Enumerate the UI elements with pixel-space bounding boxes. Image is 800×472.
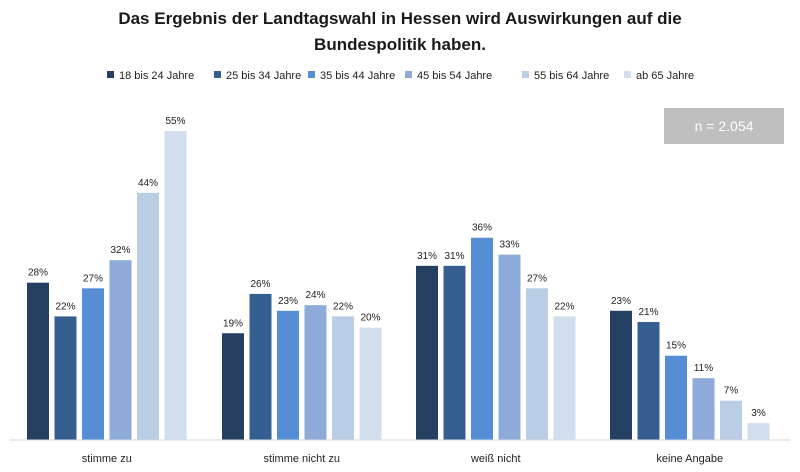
data-label: 3% bbox=[751, 408, 766, 419]
data-label: 19% bbox=[223, 318, 243, 329]
category-label: keine Angabe bbox=[656, 453, 723, 465]
data-label: 11% bbox=[694, 363, 713, 374]
bar bbox=[82, 288, 104, 440]
legend-label: 55 bis 64 Jahre bbox=[534, 70, 609, 82]
data-label: 7% bbox=[724, 386, 739, 397]
legend-label: 18 bis 24 Jahre bbox=[119, 70, 194, 82]
sample-size-box: n = 2.054 bbox=[664, 108, 784, 144]
legend-swatch bbox=[624, 71, 631, 78]
legend-swatch bbox=[405, 71, 412, 78]
bar bbox=[526, 288, 548, 440]
chart-title-line-2: Bundespolitik haben. bbox=[314, 35, 486, 54]
legend-label: 35 bis 44 Jahre bbox=[320, 70, 395, 82]
sample-size-label: n = 2.054 bbox=[695, 118, 754, 134]
bar bbox=[471, 237, 493, 440]
data-label: 22% bbox=[333, 301, 353, 312]
data-label: 36% bbox=[472, 223, 492, 234]
bar bbox=[610, 310, 632, 440]
data-label: 22% bbox=[554, 301, 574, 312]
category-label: weiß nicht bbox=[470, 453, 521, 465]
data-label: 27% bbox=[83, 273, 103, 284]
data-label: 22% bbox=[55, 301, 75, 312]
data-label: 33% bbox=[499, 240, 519, 251]
chart-legend: 18 bis 24 Jahre 25 bis 34 Jahre 35 bis 44 … bbox=[107, 70, 694, 82]
bar bbox=[553, 316, 576, 440]
data-label: 20% bbox=[360, 313, 380, 324]
bar bbox=[54, 316, 77, 440]
chart-title-line-1: Das Ergebnis der Landtagswahl in Hessen … bbox=[118, 9, 681, 28]
data-label: 26% bbox=[250, 279, 270, 290]
category-label: stimme nicht zu bbox=[264, 453, 340, 465]
bar bbox=[249, 293, 272, 440]
bar bbox=[164, 131, 187, 440]
data-label: 32% bbox=[110, 245, 130, 256]
bar bbox=[720, 400, 742, 440]
data-label: 55% bbox=[165, 116, 185, 127]
category-label: stimme zu bbox=[82, 453, 132, 465]
legend-label: 25 bis 34 Jahre bbox=[226, 70, 301, 82]
bar bbox=[109, 260, 132, 440]
data-label: 27% bbox=[527, 273, 547, 284]
bars-group bbox=[27, 131, 770, 440]
legend-swatch bbox=[308, 71, 315, 78]
bar bbox=[498, 254, 521, 440]
data-labels-group: 28% 22% 27% 32% 44% 55% 19% 26% 23% 24% 22% 20% 31% 3… bbox=[28, 116, 766, 419]
bar bbox=[747, 423, 770, 440]
data-label: 15% bbox=[666, 341, 686, 352]
data-label: 24% bbox=[305, 290, 325, 301]
bar bbox=[637, 322, 660, 440]
legend-label: 45 bis 54 Jahre bbox=[417, 70, 492, 82]
data-label: 28% bbox=[28, 268, 48, 279]
legend-swatch bbox=[214, 71, 221, 78]
bar bbox=[332, 316, 354, 440]
bar bbox=[692, 378, 715, 440]
data-label: 44% bbox=[138, 178, 158, 189]
data-label: 23% bbox=[611, 296, 631, 307]
data-label: 23% bbox=[278, 296, 298, 307]
bar bbox=[359, 327, 382, 440]
bar bbox=[443, 265, 466, 440]
legend-swatch bbox=[522, 71, 529, 78]
bar bbox=[304, 305, 327, 440]
category-labels-group: stimme zu stimme nicht zu weiß nicht keine … bbox=[82, 453, 723, 465]
data-label: 31% bbox=[417, 251, 437, 262]
sample-size-box-bg bbox=[664, 108, 784, 144]
bar bbox=[27, 282, 49, 440]
data-label: 31% bbox=[444, 251, 464, 262]
bar bbox=[665, 355, 687, 440]
legend-label: ab 65 Jahre bbox=[636, 70, 694, 82]
bar bbox=[222, 333, 244, 440]
bar bbox=[416, 265, 438, 440]
data-label: 21% bbox=[638, 307, 658, 318]
bar bbox=[277, 310, 299, 440]
legend-swatch bbox=[107, 71, 114, 78]
bar bbox=[137, 192, 159, 440]
